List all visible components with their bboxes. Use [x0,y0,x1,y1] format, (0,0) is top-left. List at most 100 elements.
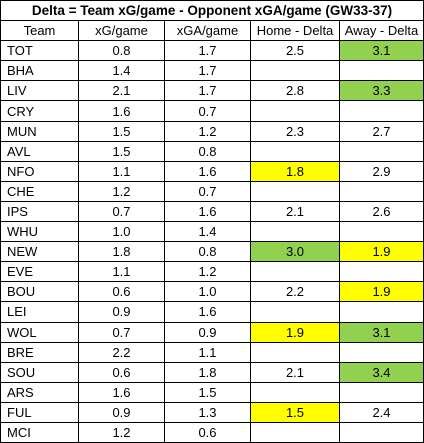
away-delta-cell[interactable] [339,301,424,323]
xga-cell[interactable]: 1.5 [164,381,251,403]
away-delta-cell[interactable] [339,381,424,403]
xg-cell[interactable]: 0.8 [78,40,165,62]
team-cell[interactable]: WHU [0,221,79,243]
xg-cell[interactable]: 2.2 [78,341,165,363]
xg-cell[interactable]: 1.5 [78,140,165,162]
xga-cell[interactable]: 0.6 [164,421,251,443]
away-delta-cell[interactable]: 3.1 [339,40,424,62]
away-delta-cell[interactable]: 2.9 [339,160,424,182]
xg-cell[interactable]: 0.9 [78,301,165,323]
xga-cell[interactable]: 0.8 [164,140,251,162]
xg-cell[interactable]: 1.2 [78,180,165,202]
away-delta-cell[interactable]: 3.3 [339,80,424,102]
home-delta-cell[interactable]: 2.1 [250,200,340,223]
xga-cell[interactable]: 0.7 [164,180,251,202]
xga-cell[interactable]: 1.2 [164,120,251,142]
xg-cell[interactable]: 1.0 [78,221,165,243]
away-delta-cell[interactable]: 1.9 [339,241,424,263]
away-delta-cell[interactable]: 3.1 [339,321,424,343]
team-cell[interactable]: CRY [0,100,79,122]
xg-cell[interactable]: 1.5 [78,120,165,142]
team-cell[interactable]: LEI [0,301,79,323]
header-home-delta[interactable]: Home - Delta [250,20,340,42]
xg-cell[interactable]: 0.9 [78,401,165,423]
xg-cell[interactable]: 0.7 [78,321,165,343]
home-delta-cell[interactable]: 1.5 [250,401,340,423]
xga-cell[interactable]: 0.8 [164,241,251,263]
table-title[interactable]: Delta = Team xG/game - Opponent xGA/game… [0,0,424,22]
home-delta-cell[interactable]: 3.0 [250,241,340,263]
xga-cell[interactable]: 1.0 [164,281,251,303]
xg-cell[interactable]: 1.4 [78,60,165,82]
xga-cell[interactable]: 0.7 [164,100,251,122]
away-delta-cell[interactable] [339,261,424,283]
xga-cell[interactable]: 1.6 [164,200,251,223]
team-cell[interactable]: MCI [0,421,79,443]
team-cell[interactable]: CHE [0,180,79,202]
away-delta-cell[interactable] [339,140,424,162]
home-delta-cell[interactable]: 1.9 [250,321,340,343]
xga-cell[interactable]: 1.7 [164,40,251,62]
xga-cell[interactable]: 1.1 [164,341,251,363]
xg-cell[interactable]: 2.1 [78,80,165,102]
away-delta-cell[interactable] [339,221,424,243]
team-cell[interactable]: MUN [0,120,79,142]
away-delta-cell[interactable]: 2.7 [339,120,424,142]
home-delta-cell[interactable] [250,180,340,202]
home-delta-cell[interactable]: 1.8 [250,160,340,182]
team-cell[interactable]: BRE [0,341,79,363]
away-delta-cell[interactable]: 2.6 [339,200,424,223]
home-delta-cell[interactable]: 2.1 [250,361,340,383]
home-delta-cell[interactable] [250,261,340,283]
xga-cell[interactable]: 1.7 [164,60,251,82]
home-delta-cell[interactable] [250,60,340,82]
xga-cell[interactable]: 1.6 [164,301,251,323]
home-delta-cell[interactable] [250,341,340,363]
home-delta-cell[interactable]: 2.2 [250,281,340,303]
header-away-delta[interactable]: Away - Delta [339,20,424,42]
home-delta-cell[interactable]: 2.8 [250,80,340,102]
header-xg[interactable]: xG/game [78,20,165,42]
xga-cell[interactable]: 1.7 [164,80,251,102]
xg-cell[interactable]: 1.1 [78,160,165,182]
team-cell[interactable]: AVL [0,140,79,162]
team-cell[interactable]: BOU [0,281,79,303]
away-delta-cell[interactable] [339,60,424,82]
team-cell[interactable]: FUL [0,401,79,423]
away-delta-cell[interactable] [339,421,424,443]
home-delta-cell[interactable] [250,301,340,323]
team-cell[interactable]: EVE [0,261,79,283]
xg-cell[interactable]: 0.6 [78,361,165,383]
team-cell[interactable]: SOU [0,361,79,383]
xg-cell[interactable]: 0.7 [78,200,165,223]
away-delta-cell[interactable]: 2.4 [339,401,424,423]
header-team[interactable]: Team [0,20,79,42]
home-delta-cell[interactable]: 2.3 [250,120,340,142]
xg-cell[interactable]: 1.2 [78,421,165,443]
xga-cell[interactable]: 1.8 [164,361,251,383]
away-delta-cell[interactable] [339,180,424,202]
xga-cell[interactable]: 1.3 [164,401,251,423]
home-delta-cell[interactable] [250,221,340,243]
away-delta-cell[interactable]: 3.4 [339,361,424,383]
team-cell[interactable]: BHA [0,60,79,82]
xg-cell[interactable]: 0.6 [78,281,165,303]
xga-cell[interactable]: 1.6 [164,160,251,182]
team-cell[interactable]: WOL [0,321,79,343]
team-cell[interactable]: LIV [0,80,79,102]
header-xga[interactable]: xGA/game [164,20,251,42]
home-delta-cell[interactable] [250,100,340,122]
xg-cell[interactable]: 1.6 [78,381,165,403]
away-delta-cell[interactable]: 1.9 [339,281,424,303]
away-delta-cell[interactable] [339,341,424,363]
team-cell[interactable]: NFO [0,160,79,182]
xga-cell[interactable]: 0.9 [164,321,251,343]
home-delta-cell[interactable]: 2.5 [250,40,340,62]
xga-cell[interactable]: 1.4 [164,221,251,243]
xg-cell[interactable]: 1.1 [78,261,165,283]
home-delta-cell[interactable] [250,421,340,443]
team-cell[interactable]: ARS [0,381,79,403]
xga-cell[interactable]: 1.2 [164,261,251,283]
xg-cell[interactable]: 1.6 [78,100,165,122]
team-cell[interactable]: IPS [0,200,79,223]
